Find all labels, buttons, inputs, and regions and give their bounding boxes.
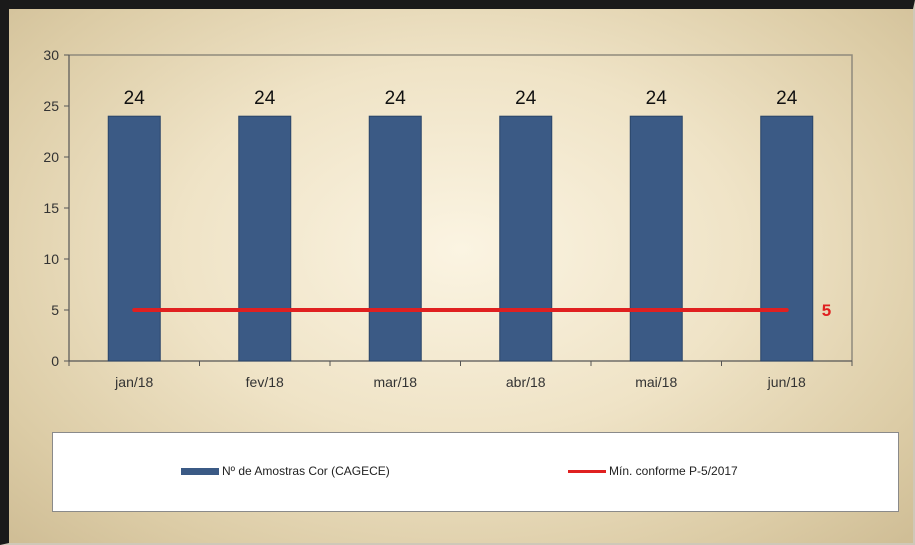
- bar: [500, 116, 552, 361]
- bar-data-label: 24: [254, 88, 276, 109]
- legend-swatch-line: [568, 470, 606, 473]
- x-tick-label: fev/18: [246, 374, 284, 390]
- bar-data-label: 24: [385, 88, 407, 109]
- legend-label-minimo: Mín. conforme P-5/2017: [609, 464, 738, 478]
- y-tick-label: 0: [51, 353, 59, 369]
- y-tick-label: 20: [43, 149, 59, 165]
- legend-item-minimo: Mín. conforme P-5/2017: [568, 464, 738, 478]
- legend-swatch-bar: [181, 468, 219, 475]
- bar: [630, 116, 682, 361]
- y-tick-label: 15: [43, 200, 59, 216]
- x-tick-label: jan/18: [114, 374, 153, 390]
- x-tick-label: abr/18: [506, 374, 546, 390]
- y-tick-label: 25: [43, 98, 59, 114]
- bar: [761, 116, 813, 361]
- bar-data-label: 24: [515, 88, 537, 109]
- y-tick-label: 30: [43, 47, 59, 63]
- bar: [108, 116, 160, 361]
- bar-data-label: 24: [646, 88, 668, 109]
- bar-data-label: 24: [124, 88, 146, 109]
- y-tick-label: 5: [51, 302, 59, 318]
- bar: [369, 116, 421, 361]
- chart-legend: Nº de Amostras Cor (CAGECE) Mín. conform…: [52, 432, 899, 512]
- legend-label-amostras: Nº de Amostras Cor (CAGECE): [222, 464, 390, 478]
- bar-data-label: 24: [776, 88, 798, 109]
- y-tick-label: 10: [43, 251, 59, 267]
- x-tick-label: jun/18: [767, 374, 806, 390]
- bar: [239, 116, 291, 361]
- x-tick-label: mar/18: [373, 374, 417, 390]
- chart-plot: 0 5 10 15 20 25 30 24 jan/18 24 fev/18 24 mar/18 24 ab…: [0, 0, 915, 430]
- legend-item-amostras: Nº de Amostras Cor (CAGECE): [181, 464, 390, 478]
- threshold-line-label: 5: [822, 301, 831, 320]
- x-tick-label: mai/18: [635, 374, 677, 390]
- plot-area-border: [69, 55, 852, 361]
